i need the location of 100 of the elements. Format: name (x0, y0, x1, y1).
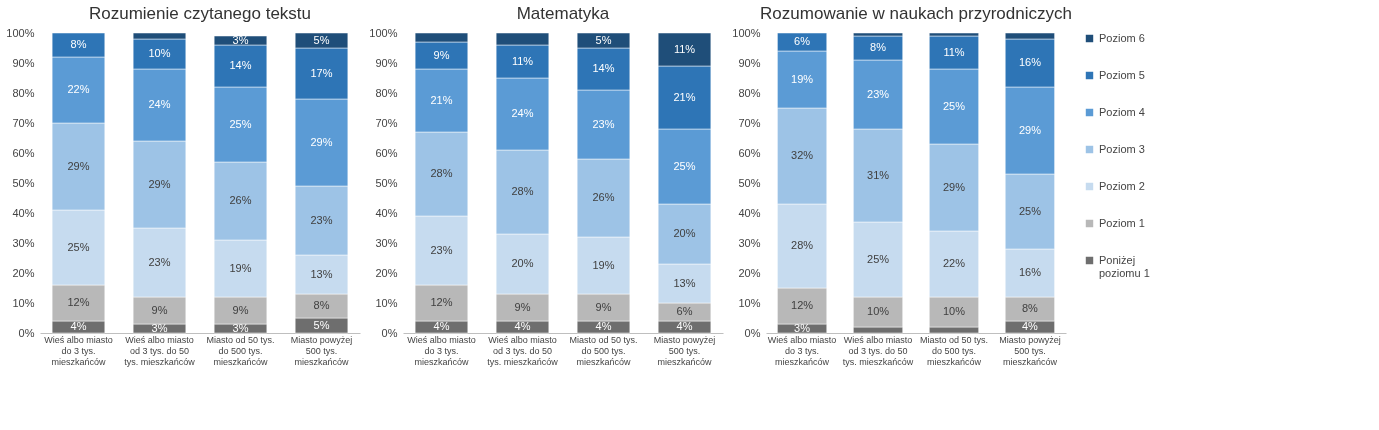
y-tick-label: 0% (381, 326, 398, 339)
data-label: 26% (229, 194, 252, 206)
legend-label: Poziom 2 (1099, 179, 1145, 192)
y-tick-label: 10% (375, 296, 398, 309)
data-label: 4% (676, 320, 693, 332)
x-tick-label: Wieś albo miasto do 3 tys. mieszkańców (407, 334, 476, 367)
data-label: 32% (791, 149, 814, 161)
data-label: 28% (511, 185, 534, 197)
data-label: 28% (791, 239, 814, 251)
data-label: 25% (229, 117, 252, 130)
y-tick-label: 10% (12, 296, 35, 309)
data-label: 8% (870, 41, 887, 53)
data-label: 12% (430, 296, 453, 308)
y-tick-label: 70% (12, 116, 35, 129)
data-label: 24% (148, 98, 171, 110)
y-tick-label: 30% (738, 236, 761, 249)
data-label: 9% (514, 300, 531, 313)
y-tick-label: 90% (12, 56, 35, 69)
legend-label: Poziom 5 (1099, 68, 1145, 81)
data-label: 23% (148, 255, 171, 268)
data-label: 4% (433, 320, 450, 332)
data-label: 29% (1018, 123, 1042, 136)
legend-label: Poziom 6 (1099, 31, 1145, 44)
legend-label: Poziom 3 (1099, 142, 1145, 155)
data-label: 5% (595, 33, 612, 46)
data-label: 6% (794, 35, 811, 47)
data-label: 13% (310, 267, 333, 280)
data-label: 10% (148, 47, 171, 59)
data-label: 21% (673, 90, 696, 103)
data-label: 25% (942, 99, 966, 112)
y-tick-label: 50% (738, 176, 761, 189)
data-label: 19% (592, 258, 615, 271)
x-tick-label: Miasto powyżej 500 tys. mieszkańców (999, 334, 1061, 367)
y-tick-label: 0% (18, 326, 35, 339)
x-tick-label: Wieś albo miasto od 3 tys. do 50 tys. mieszkańców (124, 334, 196, 367)
data-label: 22% (67, 83, 90, 95)
y-tick-label: 20% (738, 266, 761, 279)
data-label: 13% (673, 276, 696, 289)
x-tick-label: Wieś albo miasto od 3 tys. do 50 tys. mieszkańców (487, 334, 559, 367)
y-tick-label: 60% (738, 146, 761, 159)
y-tick-label: 40% (738, 206, 761, 219)
data-label: 29% (67, 159, 90, 172)
y-tick-label: 100% (732, 26, 761, 39)
data-label: 3% (794, 321, 811, 334)
data-label: 26% (592, 191, 615, 203)
data-label: 8% (313, 299, 330, 311)
data-label: 25% (673, 159, 696, 172)
y-tick-label: 100% (369, 26, 398, 39)
data-label: 25% (1018, 204, 1042, 217)
data-label: 23% (592, 117, 615, 130)
data-label: 23% (430, 243, 453, 256)
y-tick-label: 90% (738, 56, 761, 69)
data-label: 12% (67, 296, 90, 308)
x-tick-label: Wieś albo miasto do 3 tys. mieszkańców (767, 334, 837, 367)
y-tick-label: 80% (738, 86, 761, 99)
data-label: 23% (310, 213, 333, 226)
data-label: 11% (511, 54, 534, 67)
data-label: 29% (148, 177, 171, 190)
y-tick-label: 0% (744, 326, 761, 339)
data-label: 23% (867, 87, 890, 100)
data-label: 24% (511, 107, 534, 119)
data-label: 19% (229, 261, 252, 274)
x-tick-label: Miasto od 50 tys. do 500 tys. mieszkańców (919, 334, 988, 367)
data-label: 10% (942, 305, 966, 317)
data-label: 28% (430, 167, 453, 179)
legend-label: Poziom 1 (1099, 216, 1145, 229)
data-label: 22% (942, 257, 966, 269)
data-label: 20% (511, 257, 534, 269)
data-label: 16% (1018, 56, 1042, 68)
data-label: 19% (791, 72, 814, 85)
y-tick-label: 20% (375, 266, 398, 279)
data-label: 9% (595, 300, 612, 313)
x-tick-label: Wieś albo miasto do 3 tys. mieszkańców (44, 334, 113, 367)
y-tick-label: 20% (12, 266, 35, 279)
data-label: 9% (433, 48, 450, 61)
data-label: 20% (673, 227, 696, 239)
data-label: 29% (310, 135, 333, 148)
chart-title: Rozumienie czytanego tekstu (88, 4, 312, 23)
y-tick-label: 80% (12, 86, 35, 99)
data-label: 11% (943, 45, 965, 58)
data-label: 3% (232, 33, 249, 46)
chart-title: Matematyka (516, 4, 610, 23)
y-tick-label: 30% (12, 236, 35, 249)
y-tick-label: 70% (738, 116, 761, 129)
y-tick-label: 10% (738, 296, 761, 309)
data-label: 9% (232, 303, 249, 316)
data-label: 25% (67, 240, 90, 253)
y-tick-label: 50% (12, 176, 35, 189)
data-label: 10% (867, 305, 890, 317)
data-label: 3% (232, 321, 249, 334)
x-tick-label: Miasto powyżej 500 tys. mieszkańców (653, 334, 716, 367)
data-label: 4% (70, 320, 87, 332)
y-tick-label: 60% (12, 146, 35, 159)
data-label: 14% (592, 62, 615, 74)
legend-label: Poniżej poziomu 1 (1099, 253, 1150, 279)
data-label: 4% (595, 320, 612, 332)
y-tick-label: 70% (375, 116, 398, 129)
y-tick-label: 80% (375, 86, 398, 99)
data-label: 29% (942, 180, 966, 193)
data-label: 12% (791, 299, 814, 311)
